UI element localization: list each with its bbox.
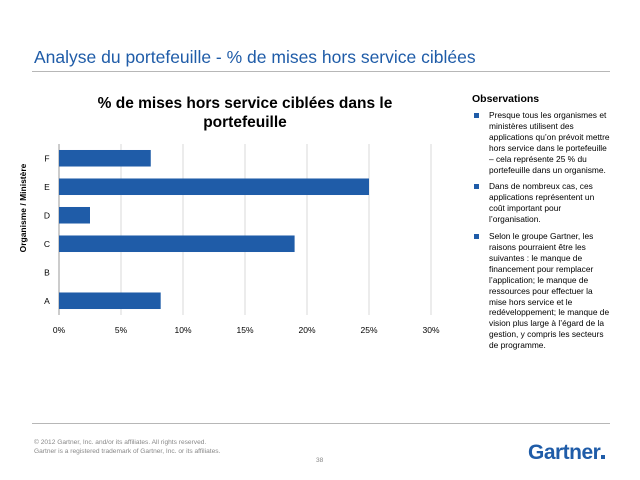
x-tick-labels: 0% 5% 10% 15% 20% 25% 30% — [53, 325, 440, 335]
x-tick-label: 15% — [236, 325, 253, 335]
category-labels: A B C D E F — [44, 153, 50, 306]
x-tick-label: 30% — [422, 325, 439, 335]
square-bullet-icon — [474, 113, 479, 118]
slide-title: Analyse du portefeuille - % de mises hor… — [34, 47, 476, 67]
x-tick-label: 25% — [360, 325, 377, 335]
observations-heading: Observations — [472, 93, 540, 105]
x-tick-label: 10% — [174, 325, 191, 335]
footer-divider — [32, 423, 610, 424]
logo-dot-icon — [601, 455, 606, 459]
observations-list: Presque tous les organismes et ministère… — [472, 110, 612, 357]
page-number: 38 — [316, 457, 324, 464]
category-label: D — [44, 210, 50, 220]
observation-text: Presque tous les organismes et ministère… — [489, 110, 610, 175]
x-tick-label: 20% — [298, 325, 315, 335]
bar-f — [59, 149, 151, 167]
logo-text: Gartner — [528, 441, 601, 464]
x-tick-label: 5% — [115, 325, 128, 335]
bar-a — [59, 292, 161, 310]
bar-d — [59, 206, 90, 224]
square-bullet-icon — [474, 184, 479, 190]
grid-lines — [58, 144, 432, 315]
chart-title: % de mises hors service ciblées dans le … — [97, 95, 393, 131]
category-label: E — [44, 182, 50, 192]
category-label: A — [44, 296, 50, 306]
x-tick-label: 0% — [53, 325, 66, 335]
square-bullet-icon — [474, 234, 479, 240]
gartner-logo: Gartner — [528, 441, 606, 465]
bar-e — [59, 178, 369, 196]
category-label: C — [44, 239, 50, 249]
copyright-text: © 2012 Gartner, Inc. and/or its affiliat… — [34, 439, 207, 446]
observation-item: Presque tous les organismes et ministère… — [472, 110, 612, 175]
trademark-text: Gartner is a registered trademark of Gar… — [34, 448, 221, 455]
observation-item: Selon le groupe Gartner, les raisons pou… — [472, 231, 612, 351]
bars — [59, 149, 369, 310]
observation-text: Dans de nombreux cas, ces applications r… — [489, 181, 595, 225]
footer-legal: © 2012 Gartner, Inc. and/or its affiliat… — [34, 438, 220, 456]
observation-item: Dans de nombreux cas, ces applications r… — [472, 181, 612, 225]
category-label: B — [44, 267, 50, 277]
title-divider — [32, 71, 610, 72]
category-label: F — [44, 153, 49, 163]
y-axis-label: Organisme / Ministère — [18, 163, 28, 252]
bar-c — [59, 235, 295, 253]
observation-text: Selon le groupe Gartner, les raisons pou… — [489, 231, 610, 351]
